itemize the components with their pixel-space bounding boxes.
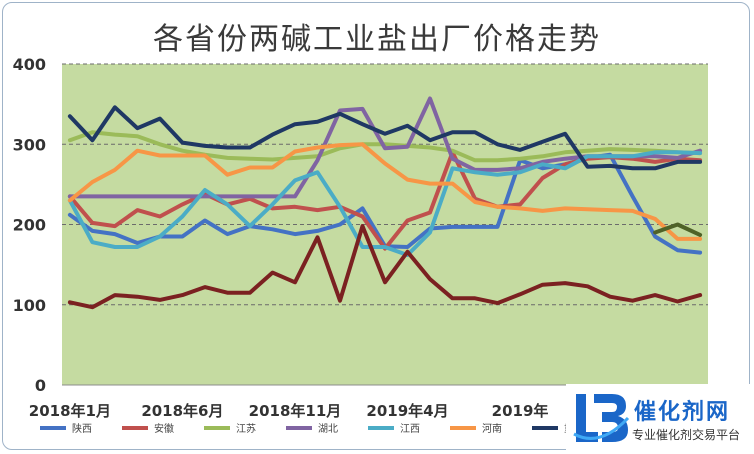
y-tick-label: 300 [13, 135, 46, 154]
legend-label: 江苏 [236, 422, 256, 435]
watermark-brand: 催化剂网 [634, 400, 731, 425]
watermark: 催化剂网 专业催化剂交易平台 [566, 384, 754, 454]
y-tick-label: 0 [35, 376, 46, 395]
legend-label: 湖北 [318, 423, 338, 435]
watermark-slogan: 专业催化剂交易平台 [632, 428, 741, 442]
x-tick-label: 2019年 [492, 402, 549, 420]
series-line-4 [67, 150, 703, 257]
legend-label: 安徽 [154, 422, 174, 435]
series-line-6 [67, 105, 703, 171]
x-tick-label: 2018年6月 [141, 402, 223, 420]
x-tick-label: 2019年4月 [366, 402, 448, 420]
legend-label: 江西 [400, 423, 420, 435]
x-tick-label: 2018年11月 [249, 402, 342, 420]
series-line-8 [653, 222, 703, 237]
series-line-7 [67, 224, 703, 310]
catalyst-logo-icon [573, 394, 630, 442]
y-tick-label: 200 [13, 216, 46, 235]
legend-label: 河南 [482, 422, 502, 435]
legend-label: 陕西 [72, 422, 92, 435]
y-tick-label: 100 [13, 296, 46, 315]
y-tick-label: 400 [13, 55, 46, 74]
x-tick-label: 2018年1月 [29, 402, 111, 420]
series-line-5 [67, 142, 703, 241]
chart-title: 各省份两碱工业盐出厂价格走势 [153, 22, 601, 57]
